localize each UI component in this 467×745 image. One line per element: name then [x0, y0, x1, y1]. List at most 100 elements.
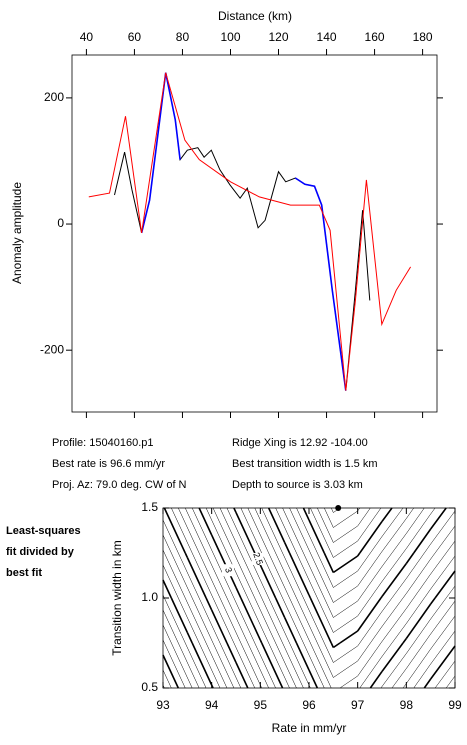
contour-line — [260, 654, 276, 689]
contour-line — [212, 597, 235, 644]
contour-line — [205, 642, 212, 656]
contour-line — [333, 570, 358, 588]
contour-line — [308, 534, 318, 554]
contour-line — [381, 653, 407, 687]
contour-line — [187, 617, 200, 644]
contour-line — [260, 579, 269, 599]
contour-line — [289, 642, 310, 686]
contour-line — [308, 609, 325, 644]
contour-line — [303, 597, 310, 611]
contour-line — [275, 642, 285, 663]
contour-line — [296, 552, 310, 581]
contour-line — [235, 527, 249, 554]
contour-line — [357, 552, 382, 587]
contour-line — [430, 552, 436, 560]
x-axis-title: Rate in mm/yr — [272, 721, 347, 735]
contour-line — [284, 587, 290, 599]
contour-line — [430, 507, 436, 515]
x-tick-label: 80 — [176, 30, 190, 44]
side-label: fit divided by — [6, 546, 75, 558]
contour-line — [187, 647, 207, 689]
contour-line — [369, 671, 383, 689]
contour-line — [267, 507, 286, 543]
contour-line — [212, 642, 235, 689]
contour-line — [284, 632, 290, 644]
contour-line — [191, 642, 213, 686]
label-bg — [222, 564, 235, 577]
contour-line — [406, 597, 414, 609]
contour-line — [289, 597, 310, 641]
contour-line — [186, 632, 193, 644]
contour-line — [235, 617, 249, 644]
contour-line — [406, 552, 425, 579]
contour-line — [163, 507, 186, 554]
contour-line — [235, 587, 242, 599]
contour-line — [357, 597, 382, 632]
contour-label: 3 — [223, 566, 234, 574]
contour-line — [210, 609, 228, 644]
contour-line — [233, 642, 237, 648]
contour-line — [332, 642, 341, 649]
contour-line — [240, 597, 262, 641]
contour-line — [235, 572, 249, 599]
contour-line — [357, 507, 382, 542]
contour-line — [247, 552, 261, 581]
contour-line — [333, 660, 358, 678]
contour-line — [205, 552, 212, 566]
contour-line — [430, 510, 456, 545]
contour-line — [240, 552, 261, 596]
contour-line — [434, 570, 456, 599]
contour-line — [198, 597, 212, 626]
contour-line — [402, 548, 407, 554]
contour-line — [162, 564, 179, 599]
contour-line — [235, 632, 242, 644]
contour-line — [357, 552, 361, 557]
contour-line — [162, 609, 179, 644]
contour-line — [402, 593, 407, 599]
contour-line — [219, 507, 237, 543]
contour-line — [424, 633, 431, 644]
contour-line — [434, 660, 456, 689]
label-bg — [251, 553, 264, 565]
contour-line — [162, 624, 172, 644]
contour-line — [275, 507, 285, 528]
contour-line — [210, 534, 221, 554]
contour-line — [381, 552, 393, 567]
x-tick-label: 100 — [220, 30, 240, 44]
contour-line — [226, 642, 237, 663]
contour-line — [380, 596, 383, 599]
contour-line — [357, 552, 371, 572]
contour-line — [308, 624, 318, 644]
contour-line — [381, 642, 393, 657]
contour-line — [333, 552, 341, 558]
contour-line — [235, 557, 255, 599]
contour-line — [323, 552, 335, 573]
contour-line — [260, 534, 269, 554]
contour-line — [211, 519, 228, 554]
contour-line — [191, 552, 212, 596]
contour-line — [317, 642, 334, 678]
contour-line — [171, 552, 188, 588]
contour-line — [331, 552, 334, 558]
contour-line — [187, 512, 207, 554]
contour-line — [357, 597, 371, 617]
contour-line — [381, 597, 393, 612]
x-tick-label: 93 — [156, 698, 170, 712]
annotation: Best rate is 96.6 mm/yr — [52, 458, 165, 470]
y-tick-label: 0.5 — [141, 680, 158, 694]
contour-line — [211, 549, 214, 554]
contour-line — [317, 507, 334, 543]
contour-line — [331, 507, 334, 513]
contour-line — [381, 608, 407, 642]
x-tick-label: 94 — [205, 698, 219, 712]
contour-line — [445, 675, 456, 689]
contour-line — [198, 552, 212, 581]
contour-line — [357, 642, 360, 647]
contour-line — [164, 552, 186, 599]
contour-line — [260, 669, 269, 689]
contour-line — [357, 597, 360, 602]
annotation: Ridge Xing is 12.92 -104.00 — [232, 437, 368, 449]
y-tick-label: 1.5 — [141, 500, 158, 514]
contour-line — [333, 510, 358, 528]
contour-line — [391, 578, 407, 599]
